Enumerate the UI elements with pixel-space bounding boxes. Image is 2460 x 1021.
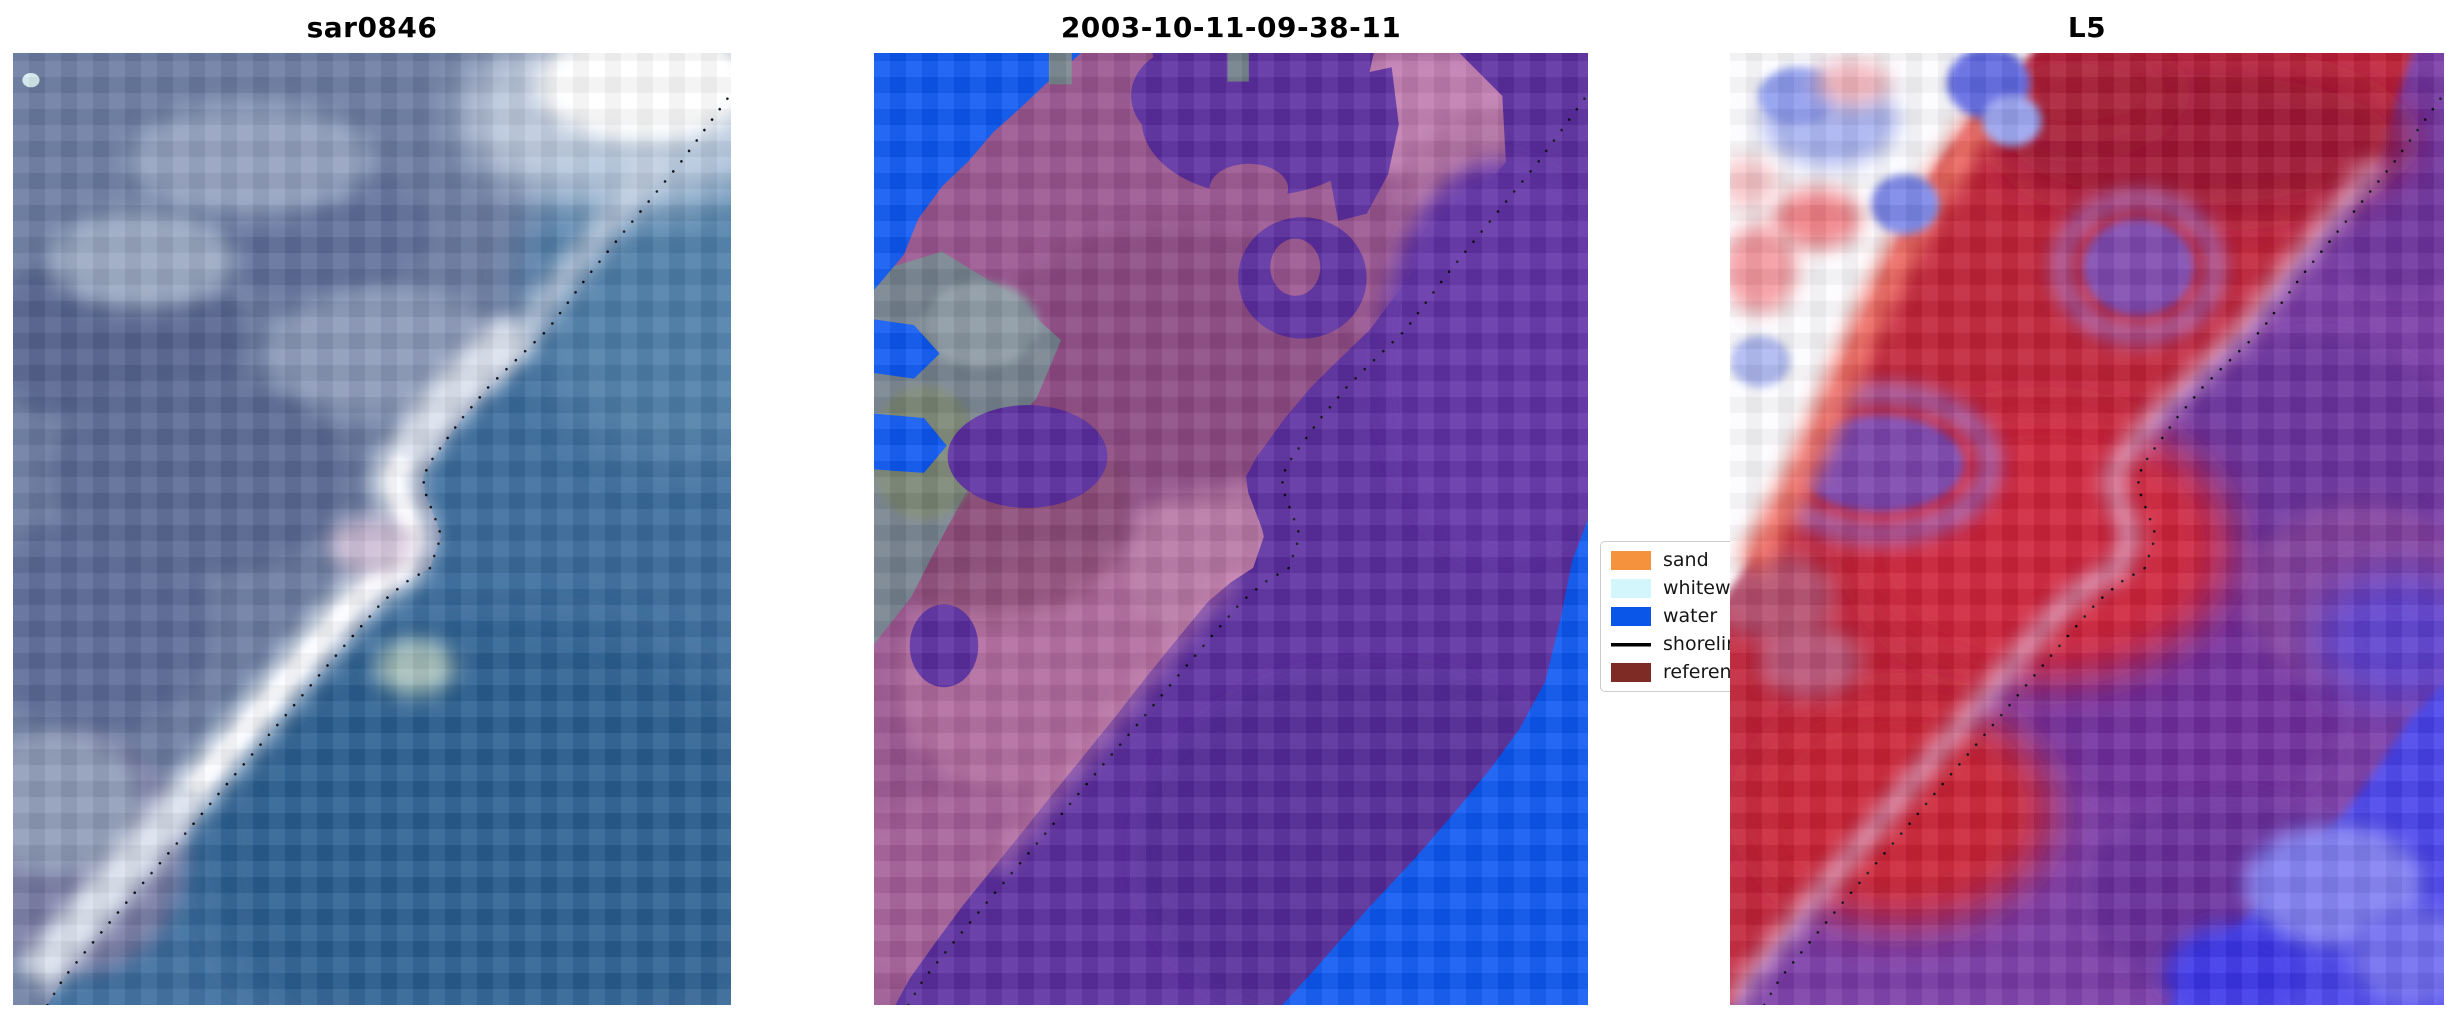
legend-label-shoreline: shoreline — [1663, 633, 1750, 655]
subplot-title-timestamp: 2003-10-11-09-38-11 — [1060, 11, 1402, 44]
subplot-title-sar0846: sar0846 — [306, 11, 438, 44]
legend-item-sand: sand — [1611, 551, 1781, 570]
shoreline-dotted-line — [906, 97, 1586, 1005]
shoreline-dotted-line — [1762, 97, 2442, 1005]
panel-classification-image — [874, 53, 1588, 1005]
panel-sar-image — [13, 53, 731, 1005]
legend-swatch-reference — [1611, 663, 1651, 682]
legend-label-water: water — [1663, 605, 1718, 627]
legend-swatch-whitewater — [1611, 579, 1651, 598]
legend-swatch-sand — [1611, 551, 1651, 570]
shoreline-dotted-line — [46, 97, 729, 1005]
legend-swatch-shoreline-line-icon — [1611, 635, 1651, 654]
legend-label-sand: sand — [1663, 549, 1709, 571]
legend-swatch-water — [1611, 607, 1651, 626]
subplot-title-l5: L5 — [2067, 11, 2107, 44]
panel-svg — [874, 53, 1588, 1005]
panel-l5-image — [1730, 53, 2444, 1005]
legend-item-water: water — [1611, 607, 1781, 626]
legend-item-shoreline: shoreline — [1611, 635, 1781, 654]
panel-svg — [1730, 53, 2444, 1005]
panel-svg — [13, 53, 731, 1005]
